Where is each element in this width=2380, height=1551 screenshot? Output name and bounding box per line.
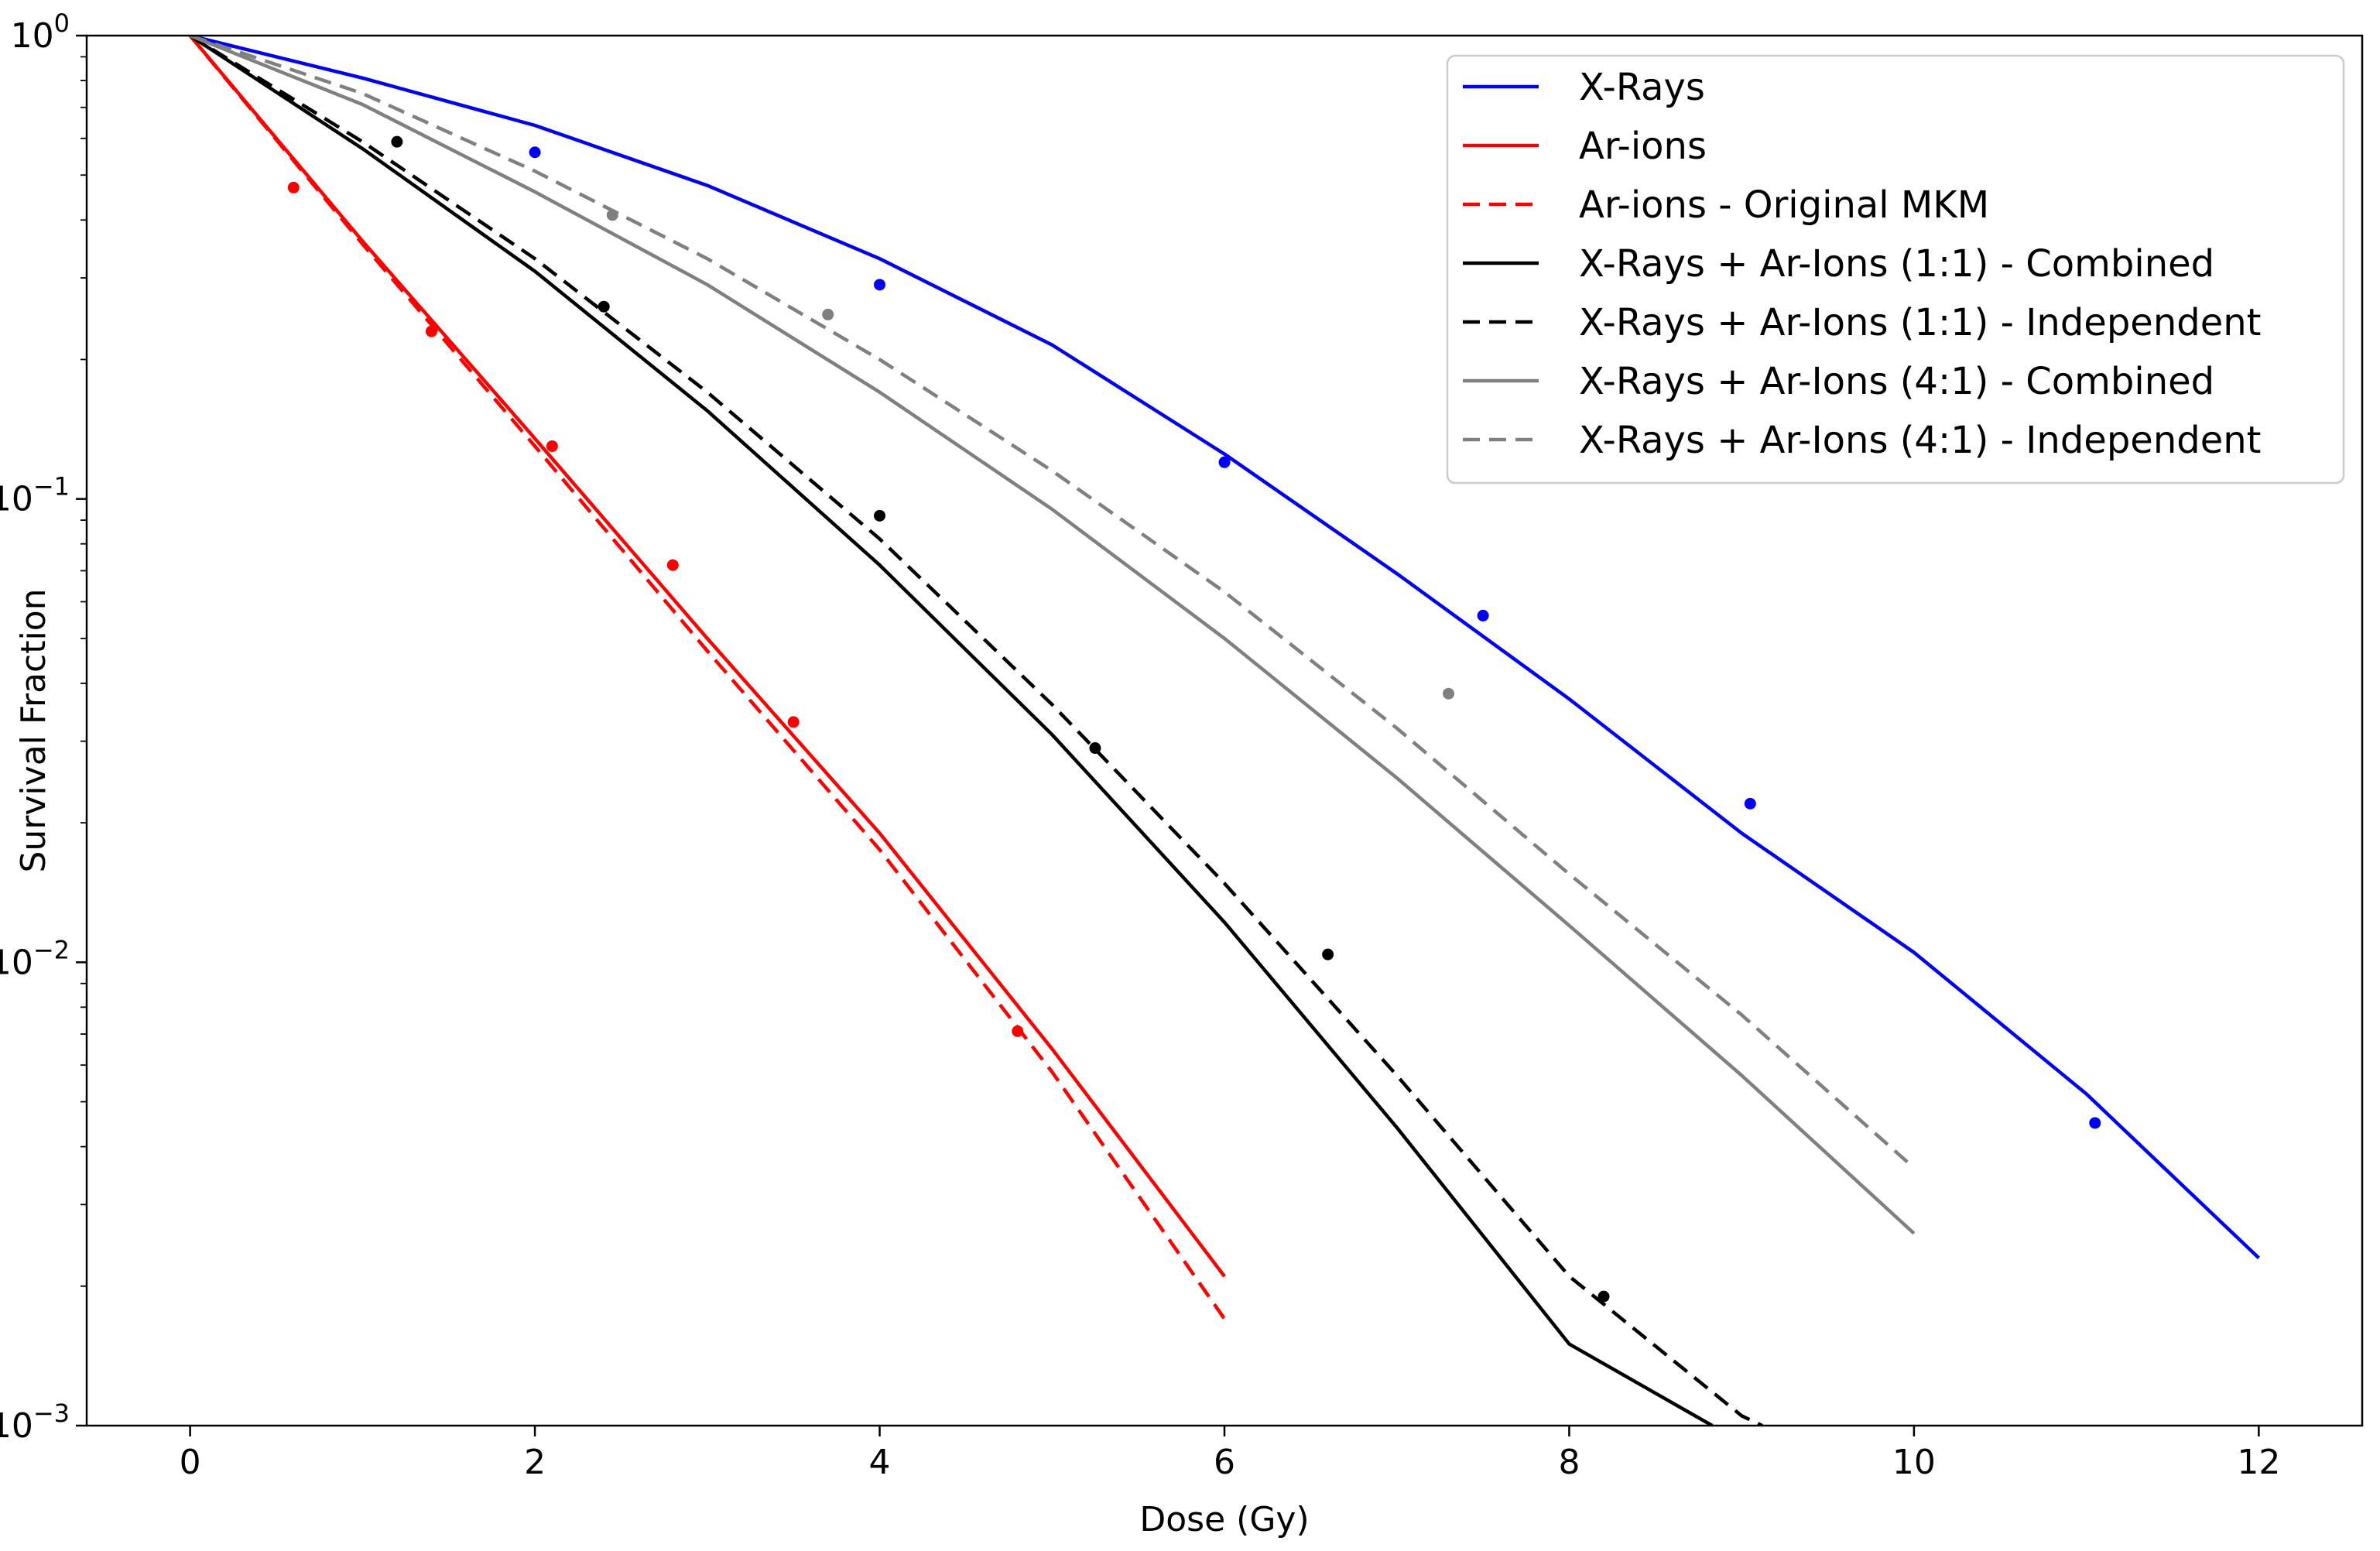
x-tick-label: 6 bbox=[1214, 1443, 1235, 1482]
x-tick-label: 8 bbox=[1558, 1443, 1580, 1482]
plot-lines bbox=[188, 36, 2260, 1426]
data-point-4-3 bbox=[1443, 687, 1455, 700]
data-point-3-2 bbox=[598, 300, 610, 313]
y-axis-label: Survival Fraction bbox=[14, 588, 53, 872]
x-axis-label: Dose (Gy) bbox=[1139, 1500, 1309, 1539]
y-tick-label: 10−2 bbox=[0, 935, 70, 982]
x-tick-label: 10 bbox=[1892, 1443, 1936, 1482]
legend-label: X-Rays + Ar-Ions (4:1) - Independent bbox=[1579, 419, 2261, 462]
data-point-3-5 bbox=[1322, 948, 1334, 960]
data-point-4-1 bbox=[606, 209, 618, 221]
x-tick-label: 2 bbox=[524, 1443, 546, 1482]
legend-label: X-Rays + Ar-Ions (1:1) - Combined bbox=[1579, 242, 2214, 286]
x-tick-label: 0 bbox=[180, 1443, 201, 1482]
data-point-2-6 bbox=[1012, 1025, 1024, 1037]
data-point-3-1 bbox=[391, 135, 403, 148]
plot-points bbox=[287, 135, 2101, 1303]
y-axis: 100 10−1 10−2 10−3 bbox=[0, 9, 87, 1446]
data-point-2-3 bbox=[546, 440, 558, 452]
data-point-1-5 bbox=[1744, 797, 1756, 810]
legend-label: X-Rays + Ar-Ions (4:1) - Combined bbox=[1579, 360, 2214, 403]
series-line-2 bbox=[188, 36, 1226, 1278]
y-tick-label: 10−1 bbox=[0, 472, 70, 519]
x-tick-label: 4 bbox=[869, 1443, 891, 1482]
data-point-1-1 bbox=[529, 146, 541, 159]
data-point-2-2 bbox=[425, 325, 437, 337]
y-tick-label: 10−3 bbox=[0, 1399, 70, 1446]
data-point-3-3 bbox=[874, 509, 886, 522]
data-point-1-3 bbox=[1218, 456, 1231, 468]
legend-label: X-Rays bbox=[1579, 66, 1705, 109]
series-line-5 bbox=[189, 36, 1763, 1426]
legend: X-Rays Ar-ions Ar-ions - Original MKM X-Ray… bbox=[1446, 54, 2345, 484]
x-tick-label: 12 bbox=[2237, 1443, 2280, 1482]
y-tick-label: 100 bbox=[11, 9, 70, 56]
data-point-1-4 bbox=[1477, 609, 1489, 621]
data-point-2-5 bbox=[787, 716, 800, 728]
data-point-2-4 bbox=[666, 559, 679, 571]
data-point-3-6 bbox=[1598, 1290, 1610, 1303]
data-point-3-4 bbox=[1089, 742, 1101, 755]
legend-box bbox=[1446, 54, 2345, 484]
legend-label: Ar-ions bbox=[1579, 125, 1707, 168]
series-line-3 bbox=[188, 36, 1226, 1320]
data-point-1-2 bbox=[874, 279, 886, 291]
series-line-6 bbox=[189, 36, 1916, 1235]
series-line-7 bbox=[189, 36, 1916, 1169]
data-point-1-6 bbox=[2089, 1117, 2101, 1129]
legend-label: Ar-ions - Original MKM bbox=[1579, 183, 1989, 227]
data-point-2-1 bbox=[287, 181, 300, 193]
data-point-4-2 bbox=[822, 308, 834, 320]
series-line-4 bbox=[189, 36, 1714, 1426]
x-axis: 0 2 4 6 8 10 12 bbox=[180, 1426, 2280, 1482]
series-line-1 bbox=[190, 36, 2260, 1260]
legend-label: X-Rays + Ar-Ions (1:1) - Independent bbox=[1579, 301, 2261, 344]
